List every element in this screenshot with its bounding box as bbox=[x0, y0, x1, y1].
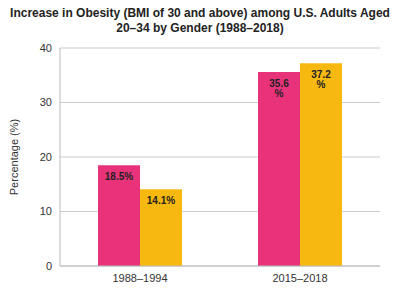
svg-text:37.2%: 37.2% bbox=[311, 69, 331, 90]
svg-text:1988–1994: 1988–1994 bbox=[112, 272, 167, 284]
svg-text:0: 0 bbox=[46, 260, 52, 272]
svg-text:20: 20 bbox=[40, 151, 52, 163]
svg-text:18.5%: 18.5% bbox=[105, 171, 133, 182]
svg-text:Percentage (%): Percentage (%) bbox=[8, 119, 20, 195]
svg-text:40: 40 bbox=[40, 42, 52, 54]
svg-text:10: 10 bbox=[40, 205, 52, 217]
svg-text:35.6%: 35.6% bbox=[269, 78, 289, 99]
svg-text:2015–2018: 2015–2018 bbox=[272, 272, 327, 284]
svg-text:30: 30 bbox=[40, 96, 52, 108]
html-text:Increase in Obesity (BMI of 30: Increase in Obesity (BMI of 30 and above… bbox=[10, 6, 390, 35]
svg-text:14.1%: 14.1% bbox=[147, 195, 175, 206]
